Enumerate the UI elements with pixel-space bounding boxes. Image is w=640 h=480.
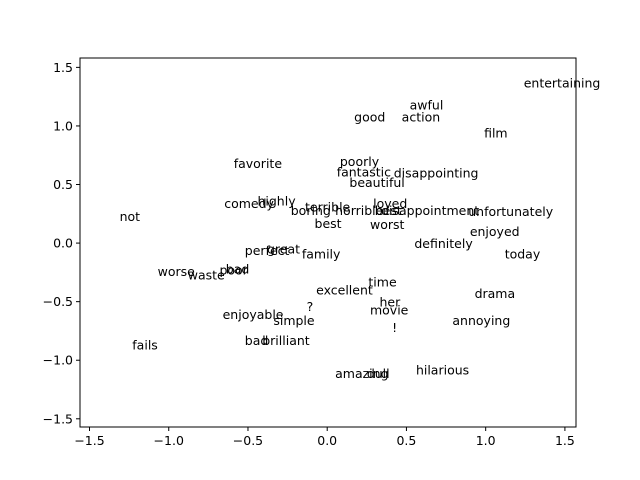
point-label: drama bbox=[475, 286, 516, 301]
point-label: great bbox=[267, 242, 300, 257]
point-label: perfect bbox=[245, 243, 290, 258]
point-label: disappointing bbox=[394, 165, 479, 180]
point-label: film bbox=[484, 126, 508, 141]
point-label: terrible bbox=[305, 199, 351, 214]
point-label: bad bbox=[245, 333, 269, 348]
point-label: fails bbox=[132, 338, 158, 353]
point-label: movie bbox=[370, 303, 409, 318]
x-axis: −1.5 −1.0 −0.5 0.0 0.5 1.0 1.5 bbox=[74, 427, 575, 448]
point-label: poorly bbox=[340, 154, 380, 169]
point-label: poor bbox=[219, 263, 248, 278]
point-label: disappointment bbox=[381, 203, 479, 218]
point-label: today bbox=[505, 246, 541, 261]
point-label: bad bbox=[226, 262, 250, 277]
point-label: annoying bbox=[452, 313, 510, 328]
point-label: best bbox=[375, 203, 402, 218]
y-tick-label: 1.0 bbox=[53, 118, 73, 133]
point-label: hilarious bbox=[416, 362, 469, 377]
point-label: dull bbox=[367, 366, 390, 381]
axes-frame bbox=[79, 57, 577, 428]
x-tick-label: 0.0 bbox=[317, 433, 337, 448]
point-label: simple bbox=[273, 313, 315, 328]
point-label: entertaining bbox=[524, 75, 601, 90]
point-label: fantastic bbox=[337, 164, 391, 179]
point-label: highly bbox=[257, 194, 296, 209]
point-label: her bbox=[380, 294, 402, 309]
point-label: enjoyed bbox=[470, 224, 520, 239]
y-axis: −1.5 −1.0 −0.5 0.0 0.5 1.0 1.5 bbox=[43, 60, 80, 426]
point-label: worst bbox=[370, 217, 405, 232]
y-tick-label: 1.5 bbox=[53, 60, 73, 75]
point-label: horrible bbox=[335, 203, 384, 218]
point-label: not bbox=[120, 209, 141, 224]
point-label: excellent bbox=[316, 283, 373, 298]
point-label: favorite bbox=[234, 156, 283, 171]
y-tick-label: −1.5 bbox=[43, 411, 73, 426]
point-label: unfortunately bbox=[468, 204, 554, 219]
point-label: boring bbox=[291, 203, 331, 218]
point-label: definitely bbox=[414, 236, 473, 251]
x-tick-label: −1.0 bbox=[154, 433, 184, 448]
point-label: time bbox=[368, 274, 397, 289]
point-label: waste bbox=[188, 267, 225, 282]
point-label: amazing bbox=[335, 366, 388, 381]
point-label: loved bbox=[373, 196, 407, 211]
y-tick-label: −1.0 bbox=[43, 353, 73, 368]
point-label: family bbox=[302, 246, 341, 261]
point-label: good bbox=[354, 109, 385, 124]
point-label: ? bbox=[307, 299, 314, 314]
point-label: comedy bbox=[224, 196, 274, 211]
point-label: best bbox=[315, 216, 342, 231]
x-tick-label: 1.0 bbox=[476, 433, 496, 448]
y-tick-label: 0.0 bbox=[53, 236, 73, 251]
point-label: enjoyable bbox=[223, 307, 284, 322]
point-label: brilliant bbox=[262, 333, 310, 348]
point-label: beautiful bbox=[349, 175, 404, 190]
plot-area: entertaining awful good action film favorite p… bbox=[120, 75, 601, 381]
x-tick-label: −0.5 bbox=[233, 433, 263, 448]
x-tick-label: 1.5 bbox=[555, 433, 575, 448]
y-tick-label: −0.5 bbox=[43, 294, 73, 309]
y-tick-label: 0.5 bbox=[53, 177, 73, 192]
x-tick-label: −1.5 bbox=[74, 433, 104, 448]
point-label: worse bbox=[158, 264, 196, 279]
point-label: awful bbox=[410, 98, 444, 113]
x-tick-label: 0.5 bbox=[396, 433, 416, 448]
point-label: ! bbox=[392, 320, 397, 335]
point-label: action bbox=[402, 109, 440, 124]
